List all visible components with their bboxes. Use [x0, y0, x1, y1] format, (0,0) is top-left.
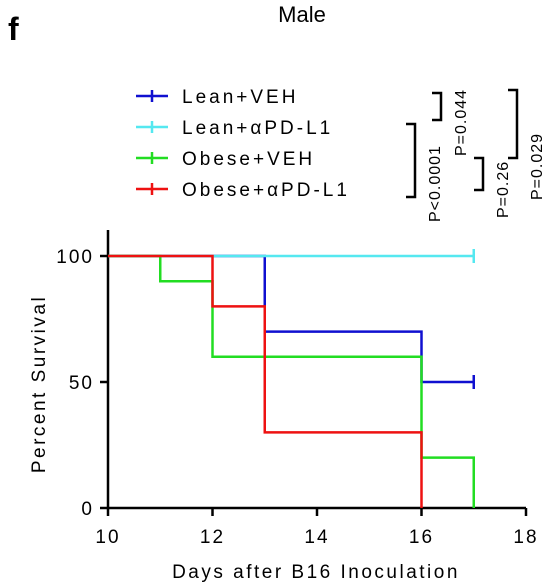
series-lines	[108, 249, 475, 508]
bracket-obese-veh-vs-obese-apdl1	[474, 156, 485, 192]
comparison-labels: P=0.044 P<0.0001 P=0.26 P=0.029	[427, 89, 546, 222]
y-tick-label: 50	[69, 373, 94, 394]
y-axis-label: Percent Survival	[29, 295, 50, 473]
series-line-obese-veh	[108, 254, 475, 508]
y-tick-label: 100	[56, 247, 94, 268]
chart-title: Male	[278, 2, 326, 27]
x-axis-label: Days after B16 Inoculation	[172, 562, 460, 583]
y-tick-label: 0	[81, 499, 94, 520]
x-tick-label: 10	[95, 527, 120, 548]
bracket-lean-apdl1-vs-obese-apdl1	[406, 122, 417, 199]
pvalue-label: P<0.0001	[427, 145, 444, 222]
series-line-lean-veh	[108, 254, 474, 384]
legend-label-lean-pd-l1: Lean+αPD-L1	[182, 118, 333, 139]
legend: Lean+VEH Lean+αPD-L1 Obese+VEH Obese+αPD-L1	[136, 87, 350, 201]
pvalue-label: P=0.044	[453, 89, 470, 156]
pvalue-label: P=0.26	[495, 161, 512, 218]
legend-label-obese-veh: Obese+VEH	[182, 149, 315, 170]
axes: 10 12 14 16 18 0 50 100	[56, 230, 538, 548]
x-tick-label: 16	[409, 527, 434, 548]
bracket-lean-veh-vs-obese-veh	[508, 88, 519, 160]
panel-label: f	[8, 11, 19, 47]
x-tick-label: 14	[304, 527, 329, 548]
bracket-lean-veh-vs-lean-apdl1	[432, 91, 443, 122]
x-tick-label: 12	[200, 527, 225, 548]
pvalue-label: P=0.029	[529, 133, 546, 200]
x-tick-label: 18	[513, 527, 538, 548]
comparison-brackets	[406, 88, 519, 199]
legend-label-lean-veh: Lean+VEH	[182, 87, 298, 108]
series-line-obese-pd-l1	[108, 254, 423, 508]
legend-label-obese-pd-l1: Obese+αPD-L1	[182, 180, 350, 201]
